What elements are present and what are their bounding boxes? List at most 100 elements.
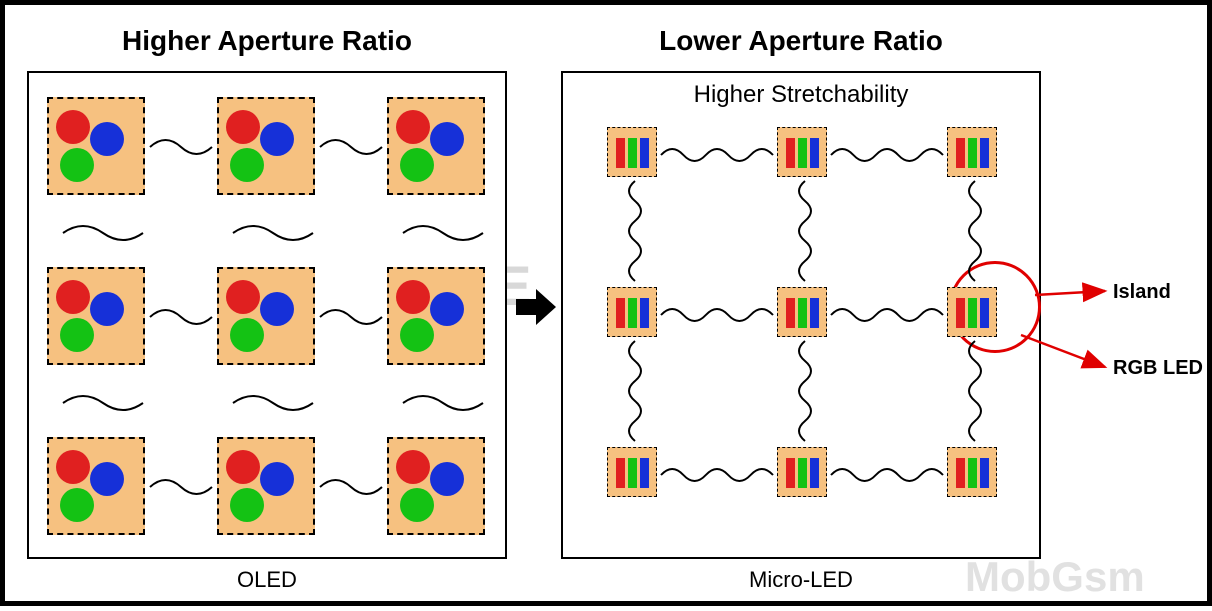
red-led-bar [616,298,625,328]
serpentine-connector [623,341,647,446]
serpentine-connector [403,389,483,422]
watermark-mobgsm: MobGsm [965,553,1145,601]
serpentine-connector [320,303,382,336]
green-dot [400,148,434,182]
red-dot [226,450,260,484]
red-dot [226,110,260,144]
green-led-bar [628,458,637,488]
red-led-bar [786,298,795,328]
red-dot [56,110,90,144]
blue-led-bar [810,458,819,488]
red-dot [396,110,430,144]
green-led-bar [628,298,637,328]
serpentine-connector [150,473,212,506]
oled-island [387,97,485,195]
diagram-frame: ROYOLE Higher Aperture Ratio Lower Apert… [0,0,1212,606]
serpentine-connector [150,133,212,166]
green-led-bar [968,298,977,328]
blue-dot [430,122,464,156]
serpentine-connector [661,143,773,172]
blue-dot [90,122,124,156]
green-led-bar [798,138,807,168]
serpentine-connector [320,473,382,506]
red-dot [226,280,260,314]
right-subtitle: Higher Stretchability [561,81,1041,109]
green-dot [230,488,264,522]
red-led-bar [786,458,795,488]
serpentine-connector [793,181,817,286]
green-led-bar [968,458,977,488]
red-led-bar [616,138,625,168]
serpentine-connector [831,463,943,492]
blue-dot [90,292,124,326]
red-dot [56,280,90,314]
left-bottom-label: OLED [27,567,507,593]
right-title: Lower Aperture Ratio [561,25,1041,57]
serpentine-connector [403,219,483,252]
blue-led-bar [640,458,649,488]
blue-led-bar [810,298,819,328]
serpentine-connector [320,133,382,166]
microled-island [607,287,657,337]
red-led-bar [956,298,965,328]
blue-dot [430,462,464,496]
green-led-bar [798,458,807,488]
serpentine-connector [831,143,943,172]
oled-island [217,97,315,195]
red-dot [56,450,90,484]
green-dot [400,318,434,352]
blue-led-bar [980,138,989,168]
green-led-bar [968,138,977,168]
oled-island [217,267,315,365]
oled-island [47,267,145,365]
green-dot [60,148,94,182]
serpentine-connector [831,303,943,332]
blue-dot [90,462,124,496]
blue-dot [260,122,294,156]
blue-dot [260,462,294,496]
blue-led-bar [640,298,649,328]
blue-led-bar [980,298,989,328]
green-dot [230,148,264,182]
serpentine-connector [233,219,313,252]
oled-island [387,267,485,365]
blue-led-bar [810,138,819,168]
green-dot [60,488,94,522]
transition-arrow-icon [516,287,556,327]
oled-island [217,437,315,535]
red-dot [396,280,430,314]
green-dot [400,488,434,522]
red-led-bar [786,138,795,168]
serpentine-connector [661,463,773,492]
microled-island [777,127,827,177]
oled-island [47,437,145,535]
blue-led-bar [640,138,649,168]
serpentine-connector [963,181,987,286]
serpentine-connector [63,219,143,252]
microled-island [947,447,997,497]
green-dot [60,318,94,352]
green-dot [230,318,264,352]
microled-island [777,447,827,497]
serpentine-connector [150,303,212,336]
red-led-bar [956,138,965,168]
serpentine-connector [63,389,143,422]
serpentine-connector [233,389,313,422]
left-title: Higher Aperture Ratio [27,25,507,57]
oled-island [47,97,145,195]
serpentine-connector [623,181,647,286]
microled-island [607,127,657,177]
serpentine-connector [661,303,773,332]
serpentine-connector [963,341,987,446]
microled-island [947,287,997,337]
callout-label-rgb: RGB LED [1113,357,1203,380]
green-led-bar [798,298,807,328]
blue-dot [430,292,464,326]
red-led-bar [956,458,965,488]
microled-island [947,127,997,177]
microled-island [607,447,657,497]
blue-led-bar [980,458,989,488]
oled-island [387,437,485,535]
callout-label-island: Island [1113,281,1171,304]
red-led-bar [616,458,625,488]
